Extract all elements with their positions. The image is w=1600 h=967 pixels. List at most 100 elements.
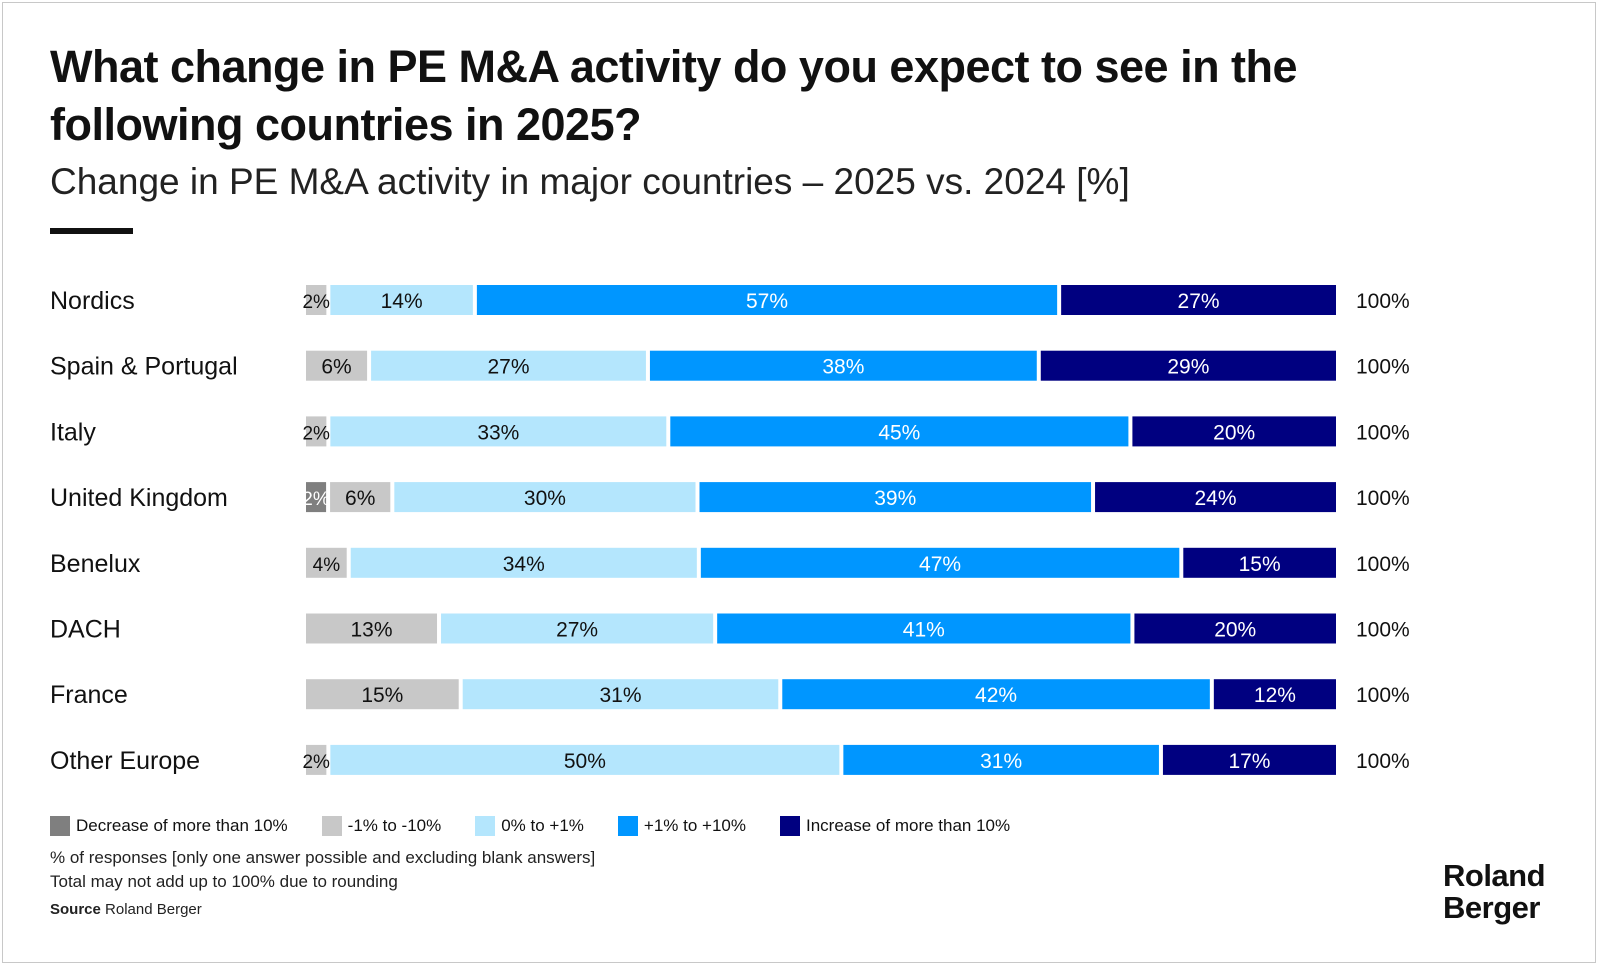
total-label: 100% [1356,290,1410,313]
bar-segment [441,613,714,644]
rounding-note: Total may not add up to 100% due to roun… [50,872,398,891]
legend-item: Increase of more than 10% [780,816,1010,836]
data-label: 29% [1167,356,1209,379]
data-label: 12% [1254,684,1296,707]
legend-swatch [780,816,800,836]
bar-segment [330,285,473,315]
bar-segment [330,416,667,447]
data-label: 34% [503,553,545,576]
bar-segment [782,679,1210,710]
total-label: 100% [1356,553,1410,576]
bar-segment [1095,482,1336,513]
bar-segment [700,547,1180,578]
total-label: 100% [1356,356,1410,379]
data-label: 45% [878,421,920,444]
data-label: 57% [746,290,788,313]
bar-segment [306,285,327,315]
data-label: 50% [564,750,606,773]
category-label: Italy [50,418,96,446]
bar-segment [1162,744,1336,775]
total-label: 100% [1356,619,1410,642]
total-label: 100% [1356,684,1410,707]
legend-swatch [321,816,342,836]
legend: Decrease of more than 10% -1% to -10% 0% t… [50,816,1044,836]
title-rule [50,228,133,234]
bar-segment [306,482,327,513]
bar-segment [371,350,646,381]
data-label: 2% [302,752,330,773]
data-label: 14% [381,290,423,313]
total-label: 100% [1356,750,1410,773]
data-label: 2% [302,423,330,444]
bar-segment [1213,679,1336,710]
bar-segment [1134,613,1336,644]
legend-label: +1% to +10% [643,816,746,835]
bar-segment [394,482,696,513]
bar-segment [306,679,459,710]
data-label: 6% [321,356,351,379]
data-label: 4% [313,555,341,576]
roland-berger-logo: Roland Berger [1443,858,1546,925]
data-label: 47% [919,553,961,576]
total-label: 100% [1356,487,1410,510]
data-label: 24% [1195,487,1237,510]
legend-swatch [50,816,70,836]
bar-segment [670,416,1129,447]
data-label: 15% [361,684,403,707]
category-label: United Kingdom [50,484,228,512]
legend-label: Decrease of more than 10% [76,816,288,835]
legend-item: 0% to +1% [475,816,584,836]
chart-subtitle: Change in PE M&A activity in major count… [50,161,1130,202]
legend-swatch [475,816,496,836]
data-label: 2% [302,292,330,313]
bar-segment [843,744,1159,775]
logo-line2: Berger [1443,890,1540,925]
bar-segment [1132,416,1336,447]
bar-segment [717,613,1131,644]
bar-segment [1183,547,1336,578]
source-label: Source [50,901,101,918]
legend-label: Increase of more than 10% [806,816,1011,835]
bar-segment [699,482,1092,513]
bar-segment [330,744,840,775]
data-label: 42% [975,684,1017,707]
bar-segment [306,350,368,381]
bar-segment [350,547,697,578]
data-label: 31% [599,684,641,707]
data-label: 38% [822,356,864,379]
data-label: 2% [302,489,330,510]
data-label: 20% [1214,619,1256,642]
data-label: 33% [477,421,519,444]
bar-segment [649,350,1037,381]
data-label: 27% [1178,290,1220,313]
bar-segment [306,416,327,447]
category-label: DACH [50,616,121,644]
chart-title: What change in PE M&A activity do you ex… [50,41,1298,150]
data-label: 41% [903,619,945,642]
data-label: 13% [350,619,392,642]
logo-line1: Roland [1443,858,1546,893]
data-label: 17% [1228,750,1270,773]
bar-segment [1040,350,1336,381]
legend-label: 0% to +1% [501,816,584,835]
source-value: Roland Berger [105,901,202,918]
data-label: 6% [345,487,375,510]
category-label: Benelux [50,550,141,578]
category-label: Spain & Portugal [50,353,238,381]
bar-segment [476,285,1058,315]
bar-segment [462,679,779,710]
data-label: 39% [874,487,916,510]
bar-segment [306,613,438,644]
responses-note: % of responses [only one answer possible… [50,848,596,867]
total-label: 100% [1356,421,1410,444]
category-label: Other Europe [50,747,200,775]
data-label: 27% [556,619,598,642]
category-label: France [50,681,128,709]
legend-label: -1% to -10% [347,816,442,835]
legend-item: Decrease of more than 10% [50,816,288,836]
bar-segment [306,547,347,578]
bar-segment [1061,285,1336,315]
bar-segment [330,482,391,513]
stacked-bar-chart: Nordics 2% 14% 57% 27% 100% Spain & Portugal 6%… [50,285,1410,775]
